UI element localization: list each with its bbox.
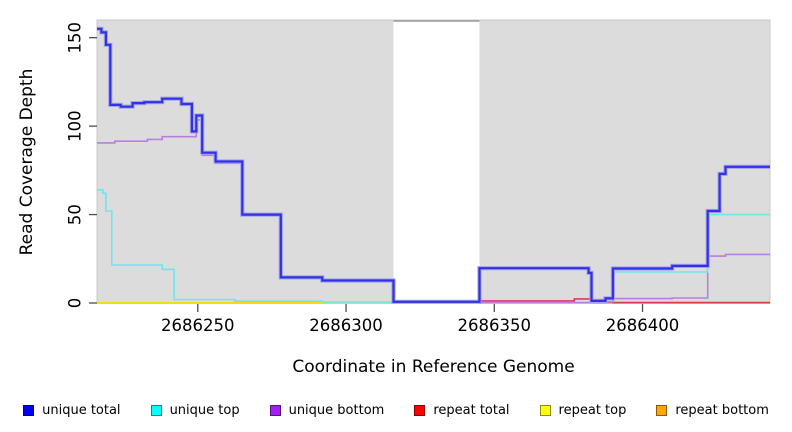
legend-swatch-unique-top (150, 404, 162, 416)
y-tick-label: 50 (66, 204, 85, 225)
y-tick-label: 100 (66, 110, 85, 142)
legend-swatch-unique-total (23, 404, 35, 416)
legend-swatch-unique-bottom (269, 404, 281, 416)
y-tick-label: 0 (66, 298, 85, 309)
legend-label: repeat bottom (675, 402, 769, 418)
legend-item-repeat-top: repeat top (539, 402, 627, 418)
legend-swatch-repeat-bottom (656, 404, 668, 416)
legend-item-repeat-total: repeat total (414, 402, 510, 418)
legend-swatch-repeat-total (414, 404, 426, 416)
legend-label: repeat total (433, 402, 510, 418)
y-tick-label: 150 (66, 22, 85, 54)
legend-label: unique top (169, 402, 240, 418)
x-tick-label: 2686250 (161, 316, 235, 335)
legend-item-unique-bottom: unique bottom (269, 402, 385, 418)
legend: unique total unique top unique bottom repea… (0, 396, 792, 424)
legend-swatch-repeat-top (539, 404, 551, 416)
legend-item-repeat-bottom: repeat bottom (656, 403, 769, 418)
series-line-unique-top (97, 189, 394, 303)
legend-label: repeat top (558, 402, 627, 418)
legend-label: unique bottom (288, 402, 385, 418)
legend-item-unique-total: unique total (23, 402, 121, 418)
no-data-gap-region (393, 20, 480, 303)
y-axis-label: Read Coverage Depth (17, 68, 37, 256)
x-axis-label: Coordinate in Reference Genome (292, 357, 575, 377)
x-tick-label: 2686350 (458, 316, 532, 335)
legend-item-unique-top: unique top (150, 402, 240, 418)
x-tick-label: 2686300 (309, 316, 383, 335)
series-line-unique-total (97, 27, 770, 303)
legend-label: unique total (42, 402, 121, 418)
x-tick-label: 2686400 (606, 316, 680, 335)
